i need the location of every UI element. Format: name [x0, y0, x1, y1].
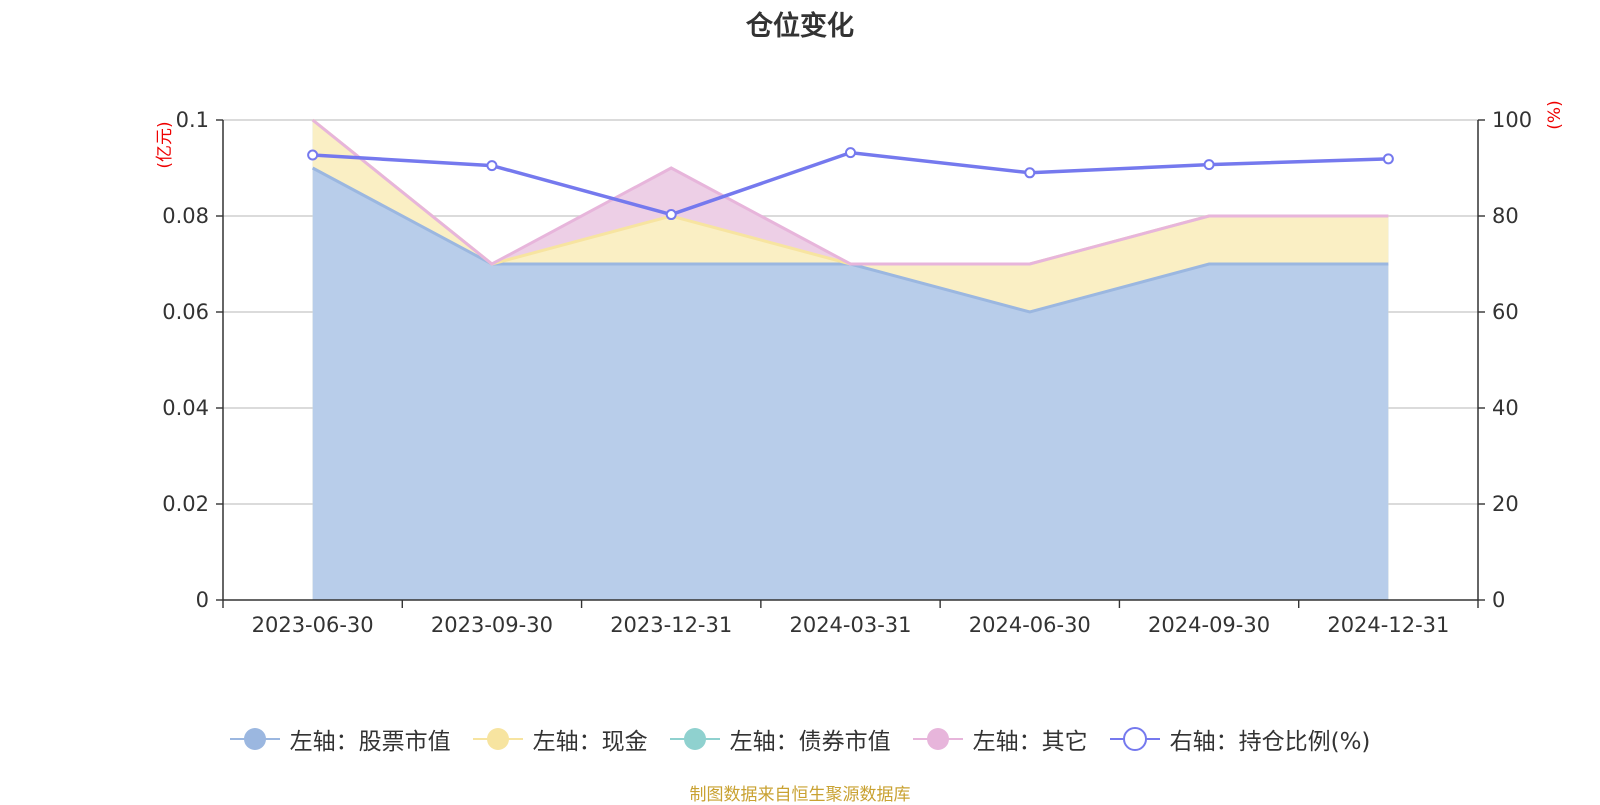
legend-symbol	[669, 728, 720, 750]
left-axis-tick-label: 0.02	[162, 492, 209, 516]
line-point	[1382, 153, 1394, 165]
right-axis-tick-label: 80	[1492, 204, 1519, 228]
x-axis-tick-label: 2024-03-31	[789, 613, 911, 637]
legend-item[interactable]: 左轴：债券市值	[669, 722, 891, 756]
legend-symbol	[912, 728, 963, 750]
left-axis-unit: (亿元)	[155, 121, 175, 168]
legend-label: 左轴：现金	[532, 729, 648, 755]
x-axis-tick-label: 2024-06-30	[969, 613, 1091, 637]
legend-label: 左轴：其它	[972, 729, 1088, 755]
line-右轴：持仓比例(%)	[312, 150, 1389, 217]
line-point	[486, 160, 498, 172]
line-point	[845, 147, 856, 159]
right-axis-tick-label: 0	[1492, 588, 1505, 612]
legend: 左轴：股票市值 左轴：现金 左轴：债券市值 左轴：其它 右轴：持仓比例(%)	[0, 722, 1600, 756]
legend-symbol	[472, 728, 523, 750]
legend-label: 右轴：持仓比例(%)	[1169, 729, 1371, 755]
legend-item[interactable]: 左轴：股票市值	[229, 722, 451, 756]
legend-item[interactable]: 右轴：持仓比例(%)	[1109, 722, 1371, 756]
x-axis-tick-label: 2023-12-31	[610, 613, 732, 637]
legend-label: 左轴：债券市值	[729, 729, 891, 755]
legend-symbol	[229, 728, 280, 750]
left-axis-tick-label: 0.06	[162, 300, 209, 324]
line-point	[665, 209, 677, 221]
area-左轴：股票市值	[312, 168, 1389, 600]
x-axis-tick-label: 2023-06-30	[252, 613, 374, 637]
left-axis-tick-label: 0.08	[162, 204, 209, 228]
right-axis-unit: (%)	[1545, 100, 1565, 129]
legend-item[interactable]: 左轴：现金	[472, 722, 648, 756]
line-point	[307, 149, 319, 161]
right-axis-tick-label: 20	[1492, 492, 1519, 516]
x-axis-tick-label: 2024-09-30	[1148, 613, 1270, 637]
right-axis-tick-label: 40	[1492, 396, 1519, 420]
left-axis-tick-label: 0	[196, 588, 209, 612]
legend-symbol	[1109, 727, 1160, 751]
legend-label: 左轴：股票市值	[289, 729, 451, 755]
source-note: 制图数据来自恒生聚源数据库	[689, 785, 911, 805]
x-axis-tick-label: 2024-12-31	[1327, 613, 1449, 637]
right-axis-tick-label: 100	[1492, 108, 1532, 132]
left-axis-tick-label: 0.1	[176, 108, 209, 132]
line-point	[1024, 167, 1036, 179]
left-axis-tick-label: 0.04	[162, 396, 209, 420]
line-point	[1203, 159, 1215, 171]
chart-title: 仓位变化	[746, 11, 854, 42]
right-axis-tick-label: 60	[1492, 300, 1519, 324]
area-line-左轴：其它	[311, 118, 1389, 266]
legend-item[interactable]: 左轴：其它	[912, 722, 1088, 756]
x-axis-tick-label: 2023-09-30	[431, 613, 553, 637]
